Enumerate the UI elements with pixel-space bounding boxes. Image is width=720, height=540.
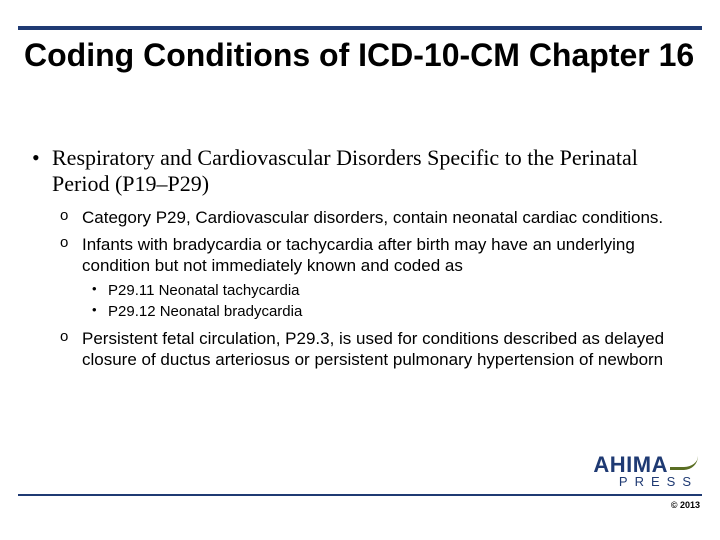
logo-text-press: PRESS — [593, 476, 698, 488]
sub-sub-bullet-item: P29.11 Neonatal tachycardia — [82, 281, 692, 301]
bottom-rule — [18, 494, 702, 496]
slide: Coding Conditions of ICD-10-CM Chapter 1… — [0, 0, 720, 540]
sub-bullet-item: Infants with bradycardia or tachycardia … — [52, 234, 692, 322]
copyright-text: © 2013 — [671, 500, 700, 510]
bullet-text: Respiratory and Cardiovascular Disorders… — [52, 145, 638, 196]
sub-bullet-item: Category P29, Cardiovascular disorders, … — [52, 207, 692, 228]
logo-line-1: AHIMA — [593, 455, 698, 476]
sub-sub-bullet-text: P29.11 Neonatal tachycardia — [108, 282, 300, 299]
ahima-press-logo: AHIMA PRESS — [593, 455, 698, 488]
bullet-list-level2: Category P29, Cardiovascular disorders, … — [52, 207, 692, 370]
sub-sub-bullet-text: P29.12 Neonatal bradycardia — [108, 303, 302, 320]
sub-bullet-text: Persistent fetal circulation, P29.3, is … — [82, 329, 664, 369]
bullet-item: Respiratory and Cardiovascular Disorders… — [28, 145, 692, 370]
swoosh-icon — [670, 456, 698, 470]
slide-title: Coding Conditions of ICD-10-CM Chapter 1… — [24, 38, 696, 74]
bullet-list-level3: P29.11 Neonatal tachycardia P29.12 Neona… — [82, 281, 692, 322]
sub-sub-bullet-item: P29.12 Neonatal bradycardia — [82, 302, 692, 322]
sub-bullet-text: Category P29, Cardiovascular disorders, … — [82, 208, 663, 227]
slide-body: Respiratory and Cardiovascular Disorders… — [28, 145, 692, 380]
sub-bullet-item: Persistent fetal circulation, P29.3, is … — [52, 328, 692, 371]
sub-bullet-text: Infants with bradycardia or tachycardia … — [82, 235, 635, 275]
bullet-list-level1: Respiratory and Cardiovascular Disorders… — [28, 145, 692, 370]
top-rule — [18, 26, 702, 30]
